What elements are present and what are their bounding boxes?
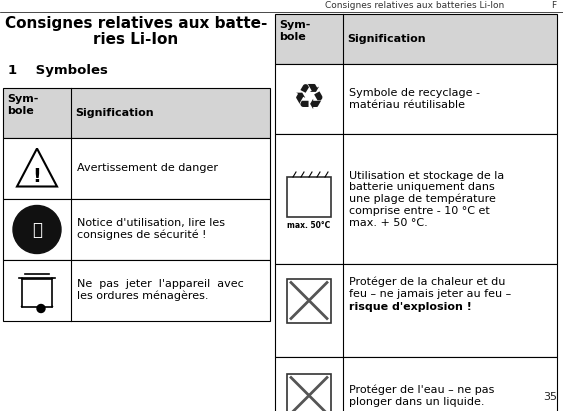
Bar xyxy=(22,279,52,307)
Text: Signification: Signification xyxy=(75,108,154,118)
Bar xyxy=(275,264,557,357)
Text: Avertissement de danger: Avertissement de danger xyxy=(77,163,218,173)
Polygon shape xyxy=(17,148,57,187)
Text: Signification: Signification xyxy=(347,34,426,44)
Text: 📖: 📖 xyxy=(32,220,42,238)
Bar xyxy=(3,199,270,260)
Bar xyxy=(3,138,270,199)
Text: ♻: ♻ xyxy=(293,82,325,116)
Bar xyxy=(287,374,331,411)
Text: Sym-
bole: Sym- bole xyxy=(7,94,38,115)
Text: Consignes relatives aux batteries Li-Ion: Consignes relatives aux batteries Li-Ion xyxy=(325,1,504,10)
Text: feu – ne jamais jeter au feu –: feu – ne jamais jeter au feu – xyxy=(349,289,511,299)
Bar xyxy=(275,64,557,134)
Text: !: ! xyxy=(33,167,42,186)
Bar xyxy=(275,14,557,64)
Text: Symbole de recyclage -
matériau réutilisable: Symbole de recyclage - matériau réutilis… xyxy=(349,88,480,110)
Text: max. 50°C: max. 50°C xyxy=(287,221,330,230)
Bar xyxy=(287,177,331,217)
Bar xyxy=(275,357,557,411)
Bar xyxy=(3,88,270,138)
Text: Protéger de l'eau – ne pas
plonger dans un liquide.: Protéger de l'eau – ne pas plonger dans … xyxy=(349,384,494,406)
Text: Notice d'utilisation, lire les
consignes de sécurité !: Notice d'utilisation, lire les consignes… xyxy=(77,218,225,240)
Bar xyxy=(275,134,557,264)
Text: 35: 35 xyxy=(543,392,557,402)
Bar xyxy=(287,279,331,323)
Text: Utilisation et stockage de la
batterie uniquement dans
une plage de température
: Utilisation et stockage de la batterie u… xyxy=(349,171,504,228)
Text: 1    Symboles: 1 Symboles xyxy=(8,64,108,77)
Text: Sym-
bole: Sym- bole xyxy=(279,20,310,42)
Circle shape xyxy=(37,305,45,312)
Text: risque d'explosion !: risque d'explosion ! xyxy=(349,302,472,312)
Text: Protéger de la chaleur et du: Protéger de la chaleur et du xyxy=(349,276,506,286)
Circle shape xyxy=(13,206,61,254)
Text: Ne  pas  jeter  l'appareil  avec
les ordures ménagères.: Ne pas jeter l'appareil avec les ordures… xyxy=(77,279,244,301)
Text: Consignes relatives aux batte-: Consignes relatives aux batte- xyxy=(5,16,267,31)
Text: ries Li-Ion: ries Li-Ion xyxy=(93,32,178,47)
Text: F: F xyxy=(551,1,556,10)
Bar xyxy=(3,260,270,321)
